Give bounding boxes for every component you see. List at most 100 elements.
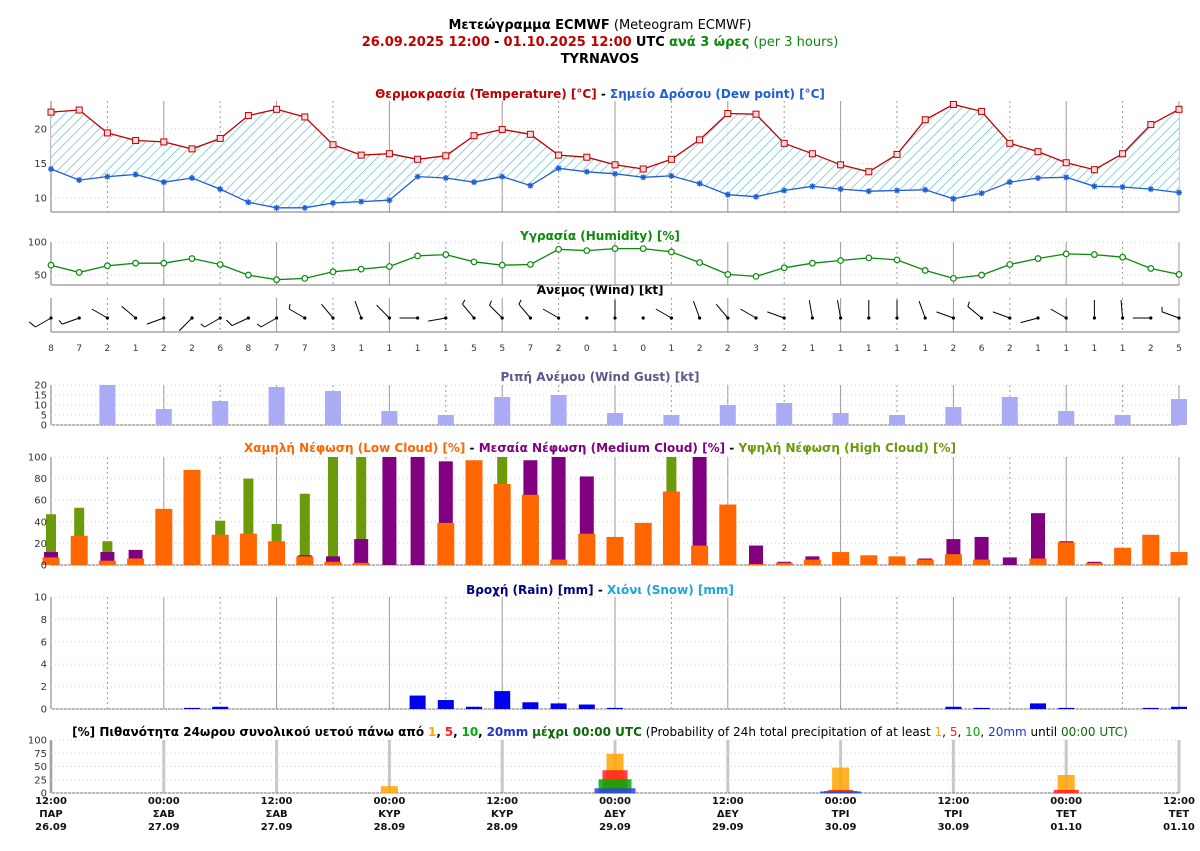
wind-speed-label: 2 <box>105 344 111 354</box>
x-label-time: 00:00 <box>373 796 405 807</box>
low-cloud-bar <box>803 559 821 565</box>
low-cloud-bar <box>1085 562 1103 565</box>
gust-tick-label: 20 <box>34 381 47 392</box>
gust-bar <box>1001 397 1018 425</box>
dewpoint-point <box>358 198 365 205</box>
wind-barb <box>288 308 306 319</box>
date-end: 01.10.2025 12:00 <box>503 35 632 50</box>
wind-speed-label: 1 <box>1092 344 1098 354</box>
low-cloud-bar <box>1029 558 1047 565</box>
snow-title: Χιόνι (Snow) [mm] <box>607 583 734 597</box>
wind-barb <box>1020 317 1039 324</box>
wind-speed-label: 2 <box>951 344 957 354</box>
rain-bar <box>1171 706 1187 709</box>
x-label-date: 01.10 <box>1050 822 1082 833</box>
wind-speed-label: 7 <box>302 344 308 354</box>
temperature-point <box>752 110 760 118</box>
temperature-point <box>329 141 337 149</box>
utc-label: UTC <box>635 35 665 50</box>
wind-speed-label: 3 <box>330 344 336 354</box>
high-cloud-bar <box>243 478 254 565</box>
dewpoint-point <box>1063 174 1070 181</box>
wind-title: Άνεμος (Wind) [kt] <box>536 283 664 297</box>
prob-en-comma-1: , <box>942 725 946 739</box>
wind-barb <box>354 300 362 319</box>
cloud-title-sep-2: - <box>729 441 735 455</box>
dewpoint-point <box>612 170 618 177</box>
probability-tick-label: 0 <box>41 789 47 800</box>
temperature-point <box>273 105 281 113</box>
wind-barb <box>376 304 390 319</box>
probability-bar-5 <box>1053 789 1079 794</box>
gust-bar <box>1058 411 1075 425</box>
x-label-date: 29.09 <box>599 822 631 833</box>
wind-speed-label: 8 <box>48 344 54 354</box>
temperature-point <box>188 145 196 153</box>
temperature-point <box>357 151 365 159</box>
gust-bar <box>268 387 285 425</box>
humidity-point <box>639 245 647 253</box>
dewpoint-point <box>1119 184 1126 191</box>
low-cloud-bar <box>832 552 850 565</box>
low-cloud-bar <box>719 504 737 565</box>
probability-panel-title: [%] Πιθανότητα 24ωρου συνολικού υετού πά… <box>0 725 1200 739</box>
humidity-point <box>1147 265 1155 272</box>
humidity-point <box>301 274 309 282</box>
rain-bar <box>437 700 454 709</box>
prob-en-1: 1 <box>934 725 943 739</box>
humidity-point <box>216 261 224 268</box>
rain-bar <box>973 707 990 709</box>
gust-bar <box>1171 399 1187 425</box>
low-cloud-bar <box>634 522 652 565</box>
dewpoint-point <box>668 172 675 179</box>
probability-tick-label: 100 <box>28 736 47 747</box>
humidity-point <box>75 269 83 276</box>
dewpoint-point <box>922 186 929 193</box>
wind-barb <box>767 311 785 319</box>
temperature-point <box>132 137 140 145</box>
rain-tick-label: 8 <box>41 615 47 626</box>
wind-barb <box>204 317 221 328</box>
wind-barb <box>121 306 136 319</box>
x-label-date: 28.09 <box>486 822 518 833</box>
humidity-point <box>160 259 168 267</box>
humidity-point <box>809 259 816 267</box>
wind-speed-label: 2 <box>1007 344 1013 354</box>
wind-barb <box>178 317 193 332</box>
x-label-time: 00:00 <box>825 796 857 807</box>
temperature-point <box>837 161 845 169</box>
temperature-point <box>160 138 168 146</box>
dewpoint-point <box>1176 189 1182 196</box>
dewpoint-point <box>1091 183 1098 190</box>
wind-barb <box>231 317 249 327</box>
gust-bar <box>212 401 229 425</box>
x-label-date: 29.09 <box>712 822 744 833</box>
temperature-point <box>75 106 83 114</box>
temperature-title-sep: - <box>600 87 606 101</box>
humidity-point <box>1175 271 1183 278</box>
humidity-point <box>329 268 337 276</box>
date-start: 26.09.2025 12:00 <box>361 35 490 50</box>
humidity-point <box>950 274 957 282</box>
wind-speed-label: 8 <box>246 344 252 354</box>
dewpoint-point <box>414 173 421 180</box>
rain-bar <box>1030 703 1046 709</box>
dewpoint-point <box>640 174 647 181</box>
low-cloud-bar <box>98 560 116 565</box>
medium-cloud-bar <box>410 457 425 565</box>
low-cloud-bar <box>493 484 511 565</box>
wind-barb-flag <box>461 299 466 305</box>
wind-barb <box>936 311 954 319</box>
x-label-date: 01.10 <box>1163 822 1195 833</box>
rain-tick-label: 2 <box>41 682 47 693</box>
temperature-tick-label: 15 <box>34 159 47 170</box>
x-label-date: 30.09 <box>825 822 857 833</box>
humidity-point <box>386 263 393 270</box>
wind-barb <box>260 317 277 328</box>
dewpoint-point <box>386 197 393 204</box>
humidity-point <box>978 271 985 279</box>
wind-barb <box>146 317 164 325</box>
wind-speed-label: 2 <box>725 344 731 354</box>
dewpoint-point <box>894 187 900 194</box>
dewpoint-point <box>809 183 816 190</box>
